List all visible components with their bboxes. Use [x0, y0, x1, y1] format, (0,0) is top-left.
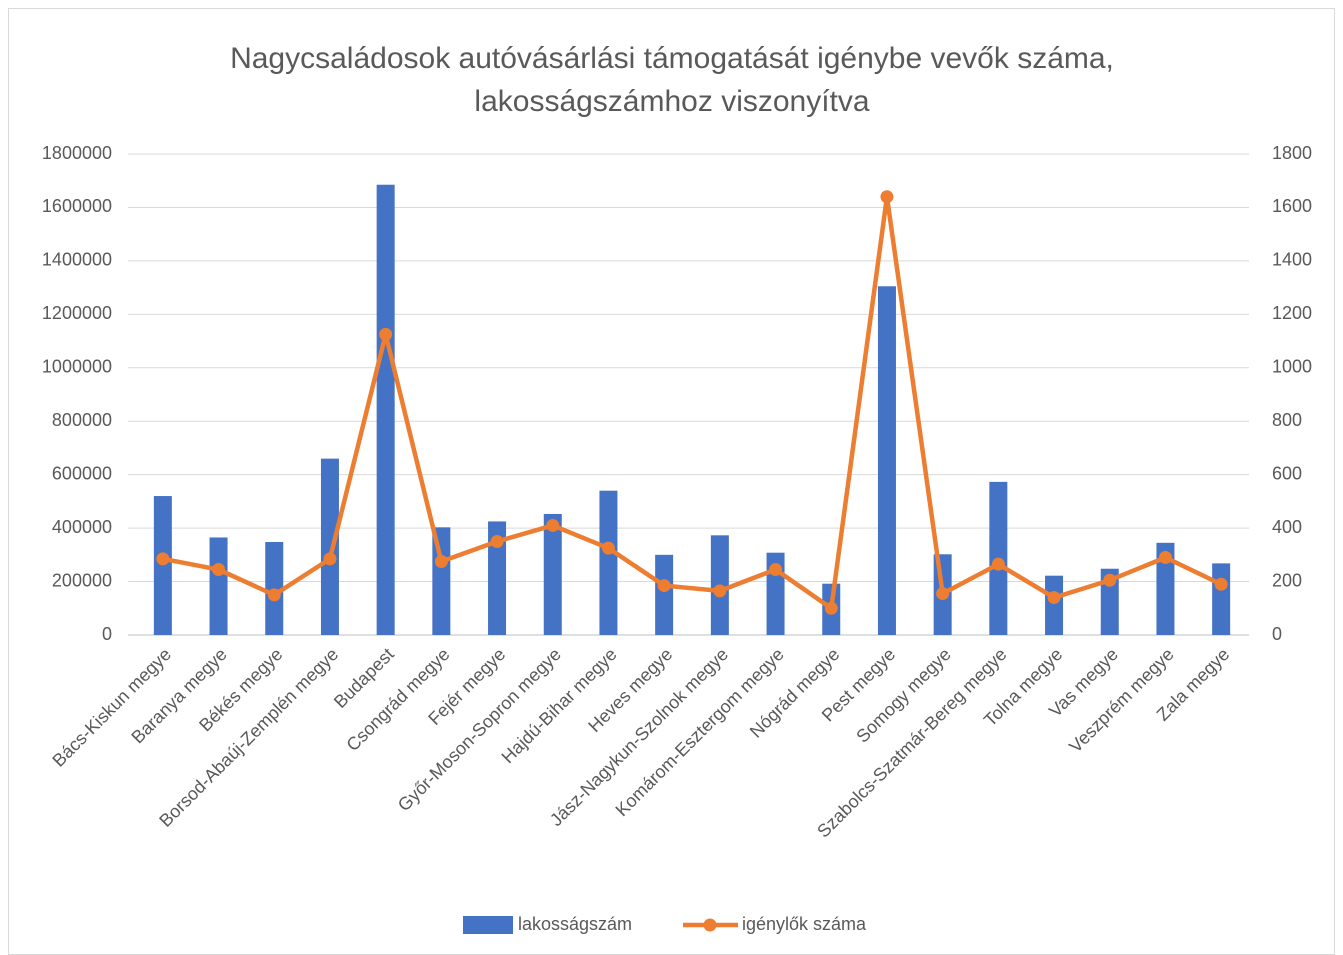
- y-tick-label: 800000: [52, 410, 112, 430]
- bar: [376, 184, 395, 635]
- y-tick-label: 1200000: [42, 303, 112, 323]
- line-marker: [379, 327, 393, 341]
- line-marker: [212, 563, 226, 577]
- y-tick-label: 1800000: [42, 143, 112, 163]
- legend-swatch: [463, 916, 513, 934]
- line-marker: [1214, 577, 1228, 591]
- y-tick-label: 1000000: [42, 357, 112, 377]
- line-marker: [490, 534, 504, 548]
- line-marker: [713, 584, 727, 598]
- line-marker: [880, 190, 894, 204]
- line-marker: [936, 587, 950, 601]
- line-marker: [601, 541, 615, 555]
- line-marker: [323, 552, 337, 566]
- legend-label: igénylők száma: [742, 914, 867, 934]
- y2-tick-label: 600: [1272, 463, 1302, 483]
- bar: [655, 554, 674, 635]
- y2-tick-label: 400: [1272, 517, 1302, 537]
- chart-border: [8, 8, 1335, 955]
- line-marker: [434, 555, 448, 569]
- line-marker: [824, 601, 838, 615]
- chart-title: Nagycsaládosok autóvásárlási támogatását…: [230, 42, 1114, 75]
- line-marker: [546, 518, 560, 532]
- y2-tick-label: 1800: [1272, 143, 1312, 163]
- y-tick-label: 1600000: [42, 196, 112, 216]
- y-tick-label: 600000: [52, 463, 112, 483]
- bar: [432, 527, 451, 635]
- line-marker: [1103, 573, 1117, 587]
- bar: [1156, 542, 1175, 635]
- bar: [599, 490, 618, 635]
- y2-tick-label: 1200: [1272, 303, 1312, 323]
- line-marker: [657, 579, 671, 593]
- y-tick-label: 200000: [52, 570, 112, 590]
- line-marker: [1047, 591, 1061, 605]
- bar: [209, 537, 228, 635]
- line-marker: [1158, 551, 1172, 565]
- grid: [128, 153, 1249, 636]
- y-tick-label: 400000: [52, 517, 112, 537]
- line-marker: [156, 552, 170, 566]
- legend-marker: [703, 918, 717, 932]
- legend-label: lakosságszám: [518, 914, 632, 934]
- line-marker: [769, 563, 783, 577]
- bar: [543, 513, 562, 635]
- y2-tick-label: 200: [1272, 570, 1302, 590]
- y2-tick-label: 800: [1272, 410, 1302, 430]
- y2-tick-label: 1000: [1272, 357, 1312, 377]
- y-tick-label: 0: [102, 624, 112, 644]
- y2-tick-label: 1600: [1272, 196, 1312, 216]
- bar: [153, 496, 172, 635]
- bar: [1212, 563, 1231, 635]
- line-marker: [991, 557, 1005, 571]
- bar: [1045, 575, 1064, 635]
- y-tick-label: 1400000: [42, 250, 112, 270]
- y2-tick-label: 1400: [1272, 250, 1312, 270]
- line-marker: [267, 588, 281, 602]
- chart-title: lakosságszámhoz viszonyítva: [474, 85, 869, 118]
- bar: [877, 286, 896, 635]
- bar: [1100, 568, 1119, 635]
- line: [162, 194, 1223, 611]
- bar: [320, 458, 339, 635]
- bar: [488, 521, 507, 635]
- y2-tick-label: 0: [1272, 624, 1282, 644]
